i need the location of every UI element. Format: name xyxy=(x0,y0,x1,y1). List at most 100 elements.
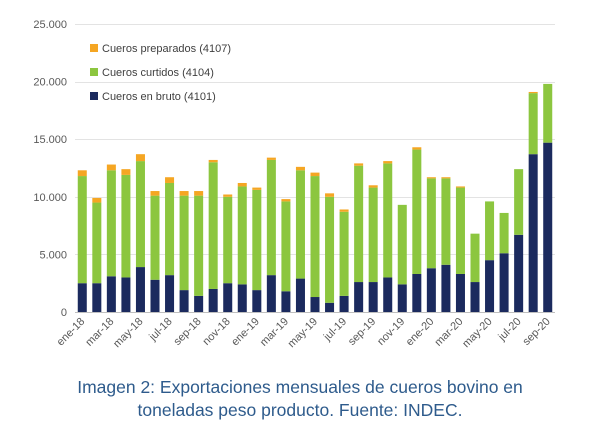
x-tick-label: ene-18 xyxy=(55,316,88,349)
bar-segment-abr-19-series-3 xyxy=(295,166,305,171)
bar-segment-jul-19-series-3 xyxy=(339,209,349,212)
x-tick-label: may-18 xyxy=(111,316,145,350)
caption-line-1: Imagen 2: Exportaciones mensuales de cue… xyxy=(77,377,523,397)
bar-segment-ene-19-series-2 xyxy=(252,189,262,291)
bar-segment-sep-18-series-2 xyxy=(194,195,204,296)
bar-segment-ago-19-series-3 xyxy=(354,163,364,166)
bar-segment-ene-18-series-1 xyxy=(77,283,87,312)
bar-segment-abr-20-series-2 xyxy=(470,233,480,283)
bar-segment-mar-20-series-2 xyxy=(455,187,465,274)
bar-segment-abr-18-series-2 xyxy=(121,174,131,278)
bar-segment-may-20-series-1 xyxy=(485,260,495,312)
bar-segment-jun-18-series-3 xyxy=(150,191,160,196)
bar-segment-oct-19-series-1 xyxy=(383,277,393,312)
bar-segment-dic-19-series-2 xyxy=(412,149,422,274)
bar-segment-jun-18-series-1 xyxy=(150,279,160,312)
bar-segment-ago-20-series-3 xyxy=(528,91,538,94)
legend-swatch xyxy=(90,68,98,76)
bar-segment-ene-19-series-1 xyxy=(252,290,262,312)
y-tick-label: 5.000 xyxy=(39,249,67,261)
bar-segment-ene-20-series-1 xyxy=(426,268,436,312)
bar-segment-jun-20-series-2 xyxy=(499,212,509,254)
bar-segment-sep-19-series-1 xyxy=(368,282,378,312)
y-tick-label: 0 xyxy=(61,307,67,319)
bar-segment-jul-20-series-1 xyxy=(514,234,524,312)
bar-segment-mar-19-series-3 xyxy=(281,199,291,202)
bar-segment-mar-18-series-3 xyxy=(106,164,116,171)
bar-segment-may-19-series-2 xyxy=(310,176,320,298)
bar-segment-mar-19-series-2 xyxy=(281,201,291,292)
bar-segment-oct-18-series-2 xyxy=(208,162,218,289)
bar-segment-feb-19-series-3 xyxy=(266,157,276,160)
bar-segment-feb-20-series-2 xyxy=(441,178,451,265)
legend: Cueros preparados (4107) Cueros curtidos … xyxy=(90,43,231,103)
bar-segment-dic-19-series-3 xyxy=(412,147,422,150)
bar-segment-mar-20-series-1 xyxy=(455,273,465,312)
bar-segment-sep-18-series-3 xyxy=(194,191,204,196)
bar-segment-ago-19-series-2 xyxy=(354,165,364,283)
bar-segment-abr-19-series-2 xyxy=(295,170,305,279)
bar-segment-feb-18-series-1 xyxy=(92,283,102,312)
bar-segment-mar-19-series-1 xyxy=(281,291,291,312)
legend-swatch xyxy=(90,44,98,52)
bar-segment-sep-20-series-1 xyxy=(543,142,553,312)
x-tick-label: ene-20 xyxy=(404,316,437,349)
bar-segment-jun-19-series-1 xyxy=(325,302,335,312)
bar-segment-abr-18-series-3 xyxy=(121,169,131,175)
bar-segment-nov-19-series-1 xyxy=(397,284,407,312)
bar-segment-may-19-series-1 xyxy=(310,297,320,312)
legend-label: Cueros en bruto (4101) xyxy=(102,91,216,103)
bar-segment-sep-20-series-2 xyxy=(543,83,553,143)
x-tick-label: may-20 xyxy=(460,316,494,350)
bar-segment-feb-18-series-3 xyxy=(92,197,102,203)
bar-segment-jun-19-series-3 xyxy=(325,193,335,197)
bar-segment-jul-19-series-1 xyxy=(339,295,349,312)
bar-segment-ago-19-series-1 xyxy=(354,282,364,312)
bar-segment-dic-19-series-1 xyxy=(412,273,422,312)
bar-segment-ago-18-series-3 xyxy=(179,191,189,196)
bar-segment-jul-18-series-1 xyxy=(165,275,175,312)
y-tick-label: 25.000 xyxy=(33,19,67,31)
bar-segment-jul-20-series-2 xyxy=(514,169,524,235)
x-tick-label: mar-18 xyxy=(83,316,116,349)
x-tick-label: may-19 xyxy=(286,316,320,350)
x-tick-label: ene-19 xyxy=(229,316,262,349)
bar-segment-abr-19-series-1 xyxy=(295,278,305,312)
bar-segment-nov-19-series-2 xyxy=(397,204,407,285)
bar-segment-feb-20-series-3 xyxy=(441,177,451,179)
bar-segment-ago-18-series-1 xyxy=(179,290,189,312)
bar-segment-sep-18-series-1 xyxy=(194,295,204,312)
bar-segment-abr-18-series-1 xyxy=(121,277,131,312)
bar-segment-dic-18-series-2 xyxy=(237,186,247,285)
x-tick-label: mar-20 xyxy=(432,316,465,349)
bar-segment-feb-19-series-2 xyxy=(266,159,276,276)
y-tick-label: 20.000 xyxy=(33,77,67,89)
x-tick-label: sep-19 xyxy=(346,316,378,348)
bar-segment-oct-19-series-3 xyxy=(383,161,393,164)
bar-segment-jul-18-series-2 xyxy=(165,182,175,276)
bar-segment-feb-20-series-1 xyxy=(441,264,451,312)
bar-segment-ene-18-series-2 xyxy=(77,176,87,284)
bar-segment-mar-18-series-2 xyxy=(106,170,116,277)
y-axis: 0 5.000 10.000 15.000 20.000 25.000 xyxy=(33,19,67,319)
bar-segment-oct-18-series-3 xyxy=(208,159,218,163)
bar-segment-oct-18-series-1 xyxy=(208,288,218,312)
y-tick-label: 10.000 xyxy=(33,192,67,204)
y-tick-label: 15.000 xyxy=(33,134,67,146)
bar-segment-may-18-series-1 xyxy=(135,267,145,312)
bar-segment-may-19-series-3 xyxy=(310,172,320,177)
bar-segment-mar-18-series-1 xyxy=(106,276,116,312)
bar-segment-ene-19-series-3 xyxy=(252,187,262,190)
bar-segment-jun-18-series-2 xyxy=(150,195,160,280)
bar-segment-oct-19-series-2 xyxy=(383,163,393,278)
bar-segment-may-20-series-2 xyxy=(485,201,495,261)
bar-segment-ene-20-series-2 xyxy=(426,178,436,269)
legend-label: Cueros curtidos (4104) xyxy=(102,67,214,79)
bars xyxy=(77,83,553,312)
x-tick-label: nov-18 xyxy=(201,316,233,348)
bar-segment-ago-20-series-2 xyxy=(528,93,538,155)
bar-segment-mar-20-series-3 xyxy=(455,186,465,188)
legend-swatch xyxy=(90,92,98,100)
